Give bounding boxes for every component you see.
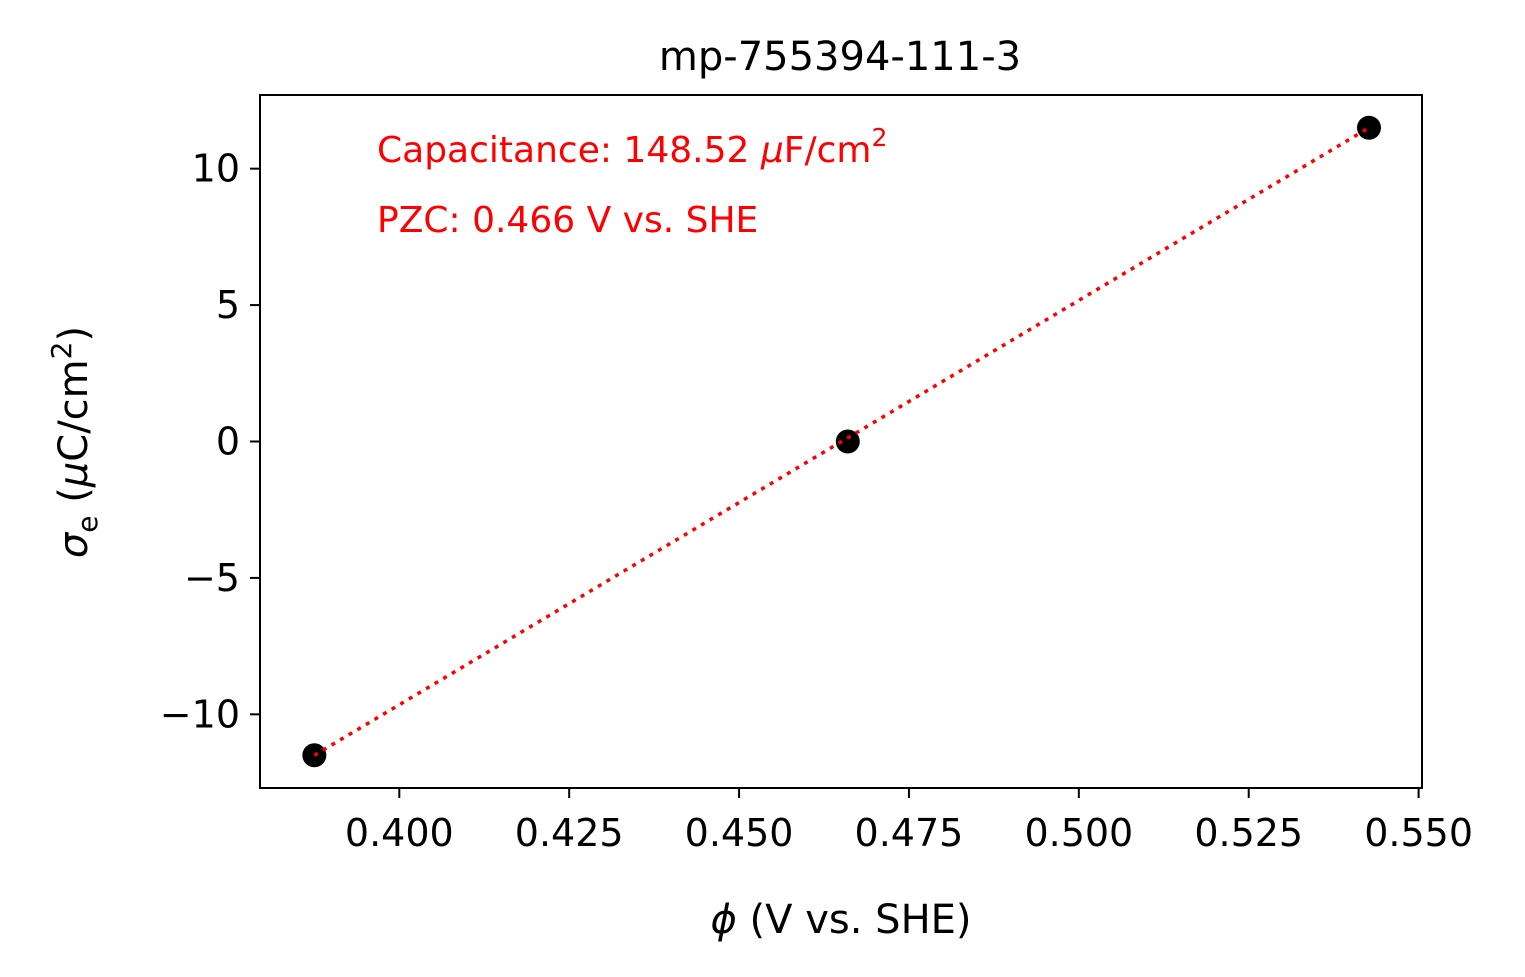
data-points xyxy=(302,115,1381,768)
x-tick-label: 0.400 xyxy=(345,811,454,855)
y-tick-label: −10 xyxy=(160,692,240,736)
data-point xyxy=(1356,115,1381,140)
x-tick-label: 0.475 xyxy=(855,811,964,855)
capacitance-unit: F/cm xyxy=(784,130,872,171)
y-axis-label: σe (μC/cm2) xyxy=(45,326,104,558)
chart-title: mp-755394-111-3 xyxy=(659,34,1021,80)
x-axis-label: ϕ (V vs. SHE) xyxy=(710,897,971,943)
x-axis-unit: (V vs. SHE) xyxy=(737,897,972,943)
x-tick-label: 0.500 xyxy=(1024,811,1133,855)
y-axis-superscript: 2 xyxy=(45,342,78,360)
x-tick-label: 0.450 xyxy=(685,811,794,855)
y-axis-unit: C/cm xyxy=(51,359,97,461)
x-axis-ticks: 0.400 0.425 0.450 0.475 0.500 0.525 0.550 xyxy=(345,788,1473,855)
x-tick-label: 0.425 xyxy=(515,811,624,855)
x-tick-label: 0.525 xyxy=(1194,811,1303,855)
y-axis-subscript: e xyxy=(71,516,104,533)
y-tick-label: 5 xyxy=(216,283,240,327)
x-axis-phi: ϕ xyxy=(710,897,736,943)
fit-line xyxy=(313,126,1370,757)
y-tick-label: 10 xyxy=(192,147,240,191)
y-axis-mu: μ xyxy=(51,462,97,488)
capacitance-annotation: Capacitance: 148.52 μF/cm2 xyxy=(377,123,887,171)
x-tick-label: 0.550 xyxy=(1364,811,1473,855)
y-axis-sigma: σ xyxy=(51,531,97,558)
y-tick-label: 0 xyxy=(216,420,240,464)
y-tick-label: −5 xyxy=(184,556,240,600)
y-axis-unit-open: ( xyxy=(51,487,97,515)
capacitance-mu: μ xyxy=(760,130,784,171)
y-axis-ticks: −10 −5 0 5 10 xyxy=(160,147,260,736)
pzc-annotation: PZC: 0.466 V vs. SHE xyxy=(377,200,758,241)
y-axis-unit-close: ) xyxy=(51,326,97,342)
capacitance-text: Capacitance: 148.52 xyxy=(377,130,761,171)
data-point xyxy=(835,429,860,454)
capacitance-superscript: 2 xyxy=(871,123,887,152)
